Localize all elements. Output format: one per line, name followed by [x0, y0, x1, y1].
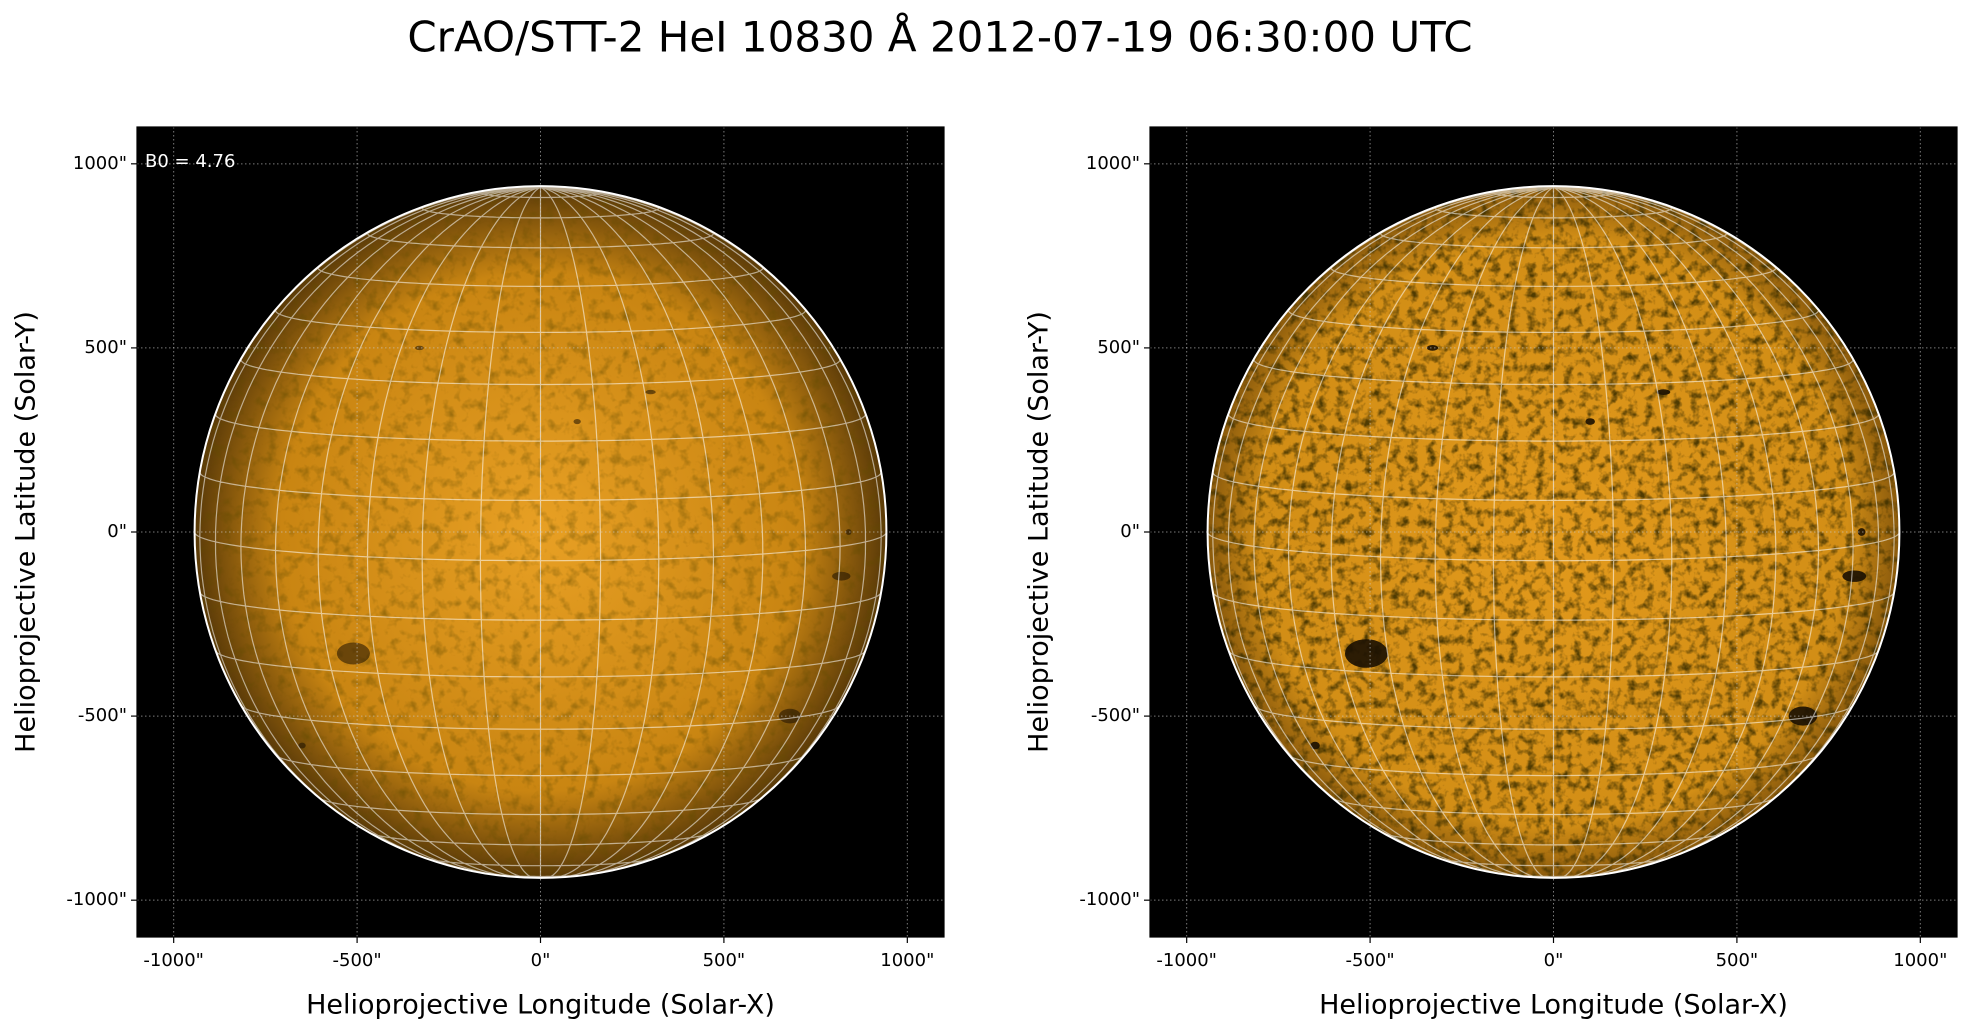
dark-feature	[1344, 639, 1388, 668]
x-tick-label: 1000"	[1893, 950, 1947, 971]
y-tick-label: 1000"	[1086, 153, 1140, 174]
dark-feature	[1842, 570, 1867, 582]
dark-feature	[1857, 528, 1866, 536]
y-tick-label: 0"	[1120, 521, 1140, 542]
dark-feature	[336, 642, 370, 665]
x-tick-label: -1000"	[1156, 950, 1217, 971]
dark-feature	[845, 529, 852, 535]
dark-feature	[573, 418, 581, 425]
x-tick-label: -1000"	[143, 950, 204, 971]
dark-feature	[645, 389, 656, 395]
dark-feature	[1656, 389, 1671, 395]
y-tick-label: 500"	[1097, 337, 1140, 358]
x-tick-label: 0"	[1544, 950, 1564, 971]
dark-feature	[1310, 741, 1320, 750]
y-tick-label: -1000"	[66, 889, 127, 910]
y-axis-label: Helioprojective Latitude (Solar-Y)	[1024, 311, 1055, 753]
y-tick-label: 0"	[107, 521, 127, 542]
dark-feature	[298, 742, 306, 749]
y-tick-label: -1000"	[1079, 889, 1140, 910]
figure-title: CrAO/STT-2 HeI 10830 Å 2012-07-19 06:30:…	[407, 12, 1472, 62]
x-tick-label: 500"	[703, 950, 746, 971]
y-tick-label: -500"	[78, 705, 127, 726]
x-axis-label: Helioprojective Longitude (Solar-X)	[306, 990, 775, 1021]
y-tick-label: 1000"	[73, 153, 127, 174]
annotation: B0 = 4.76	[145, 151, 235, 172]
axes-frame	[136, 126, 945, 938]
axes-frame	[1149, 126, 1958, 938]
x-tick-label: 1000"	[880, 950, 934, 971]
x-axis-label: Helioprojective Longitude (Solar-X)	[1319, 990, 1788, 1021]
dark-feature	[832, 571, 851, 581]
dark-feature	[415, 345, 424, 351]
y-tick-label: -500"	[1091, 705, 1140, 726]
x-tick-label: 500"	[1716, 950, 1759, 971]
x-tick-label: -500"	[1346, 950, 1395, 971]
dark-feature	[1585, 418, 1595, 425]
y-axis-label: Helioprojective Latitude (Solar-Y)	[11, 311, 42, 753]
dark-feature	[1426, 345, 1439, 351]
x-tick-label: 0"	[531, 950, 551, 971]
x-tick-label: -500"	[333, 950, 382, 971]
y-tick-label: 500"	[84, 337, 127, 358]
